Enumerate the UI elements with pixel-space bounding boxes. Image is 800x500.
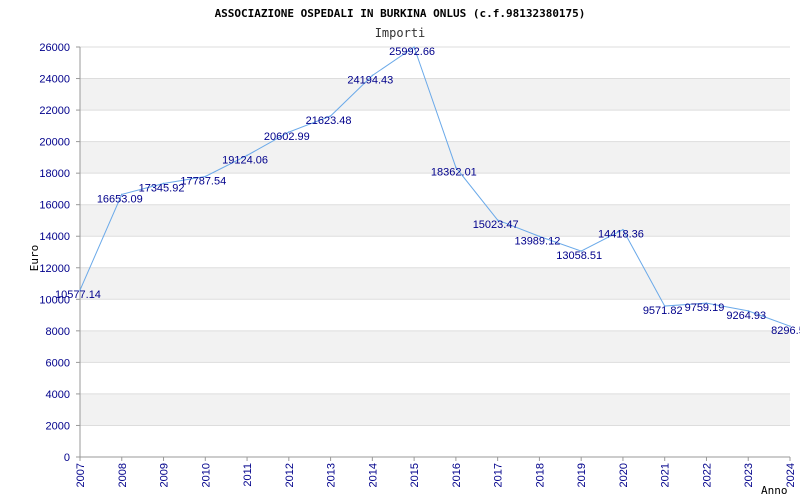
data-point: [789, 325, 791, 327]
y-tick-label: 0: [64, 452, 70, 464]
y-tick-label: 2000: [46, 420, 70, 432]
chart-subtitle: Importi: [375, 26, 426, 40]
data-point: [329, 115, 332, 117]
x-tick-label: 2019: [576, 463, 588, 487]
x-tick-label: 2009: [159, 463, 171, 487]
y-axis-label: Euro: [28, 245, 41, 272]
series-group: [79, 46, 791, 327]
data-point: [455, 166, 457, 169]
x-tick-label: 2008: [117, 463, 129, 487]
grid-band: [80, 204, 790, 237]
data-label: 21623.48: [306, 115, 352, 127]
data-point: [371, 74, 374, 77]
data-label: 16653.09: [97, 193, 143, 205]
data-point: [413, 46, 415, 48]
x-tick-label: 2020: [618, 463, 630, 487]
data-label: 13989.12: [514, 235, 560, 247]
data-point: [538, 235, 541, 238]
x-tick-label: 2016: [451, 463, 463, 487]
y-axis-ticks: 0 2000 4000 6000 8000 10000 12000 14000 16000 180…: [39, 42, 80, 464]
series-line: [79, 46, 791, 327]
data-label: 15023.47: [473, 219, 519, 231]
x-tick-label: 2013: [326, 463, 338, 487]
data-label: 13058.51: [556, 250, 602, 262]
grid-band: [80, 267, 790, 300]
y-tick-label: 8000: [46, 326, 70, 338]
data-label: 20602.99: [264, 131, 310, 143]
grid-bands: [80, 78, 790, 426]
y-tick-label: 26000: [39, 42, 70, 54]
y-tick-label: 6000: [46, 357, 70, 369]
x-tick-label: 2024: [785, 463, 797, 487]
x-tick-label: 2007: [75, 463, 87, 487]
data-label: 14418.36: [598, 229, 644, 241]
grid-band: [80, 141, 790, 174]
y-tick-label: 24000: [39, 74, 70, 86]
data-point: [622, 228, 624, 231]
x-tick-label: 2023: [743, 463, 755, 487]
data-point: [162, 182, 165, 185]
data-point: [496, 219, 499, 221]
data-label: 9264.93: [726, 310, 766, 322]
data-label: 9571.82: [643, 305, 683, 317]
data-point: [79, 289, 81, 292]
x-tick-label: 2010: [200, 463, 212, 487]
y-tick-label: 14000: [39, 231, 70, 243]
y-tick-label: 10000: [39, 294, 70, 306]
x-tick-label: 2014: [367, 463, 379, 487]
x-tick-label: 2021: [660, 463, 672, 487]
y-tick-label: 16000: [39, 200, 70, 212]
data-label: 8296.5: [771, 325, 800, 337]
x-axis-label: Anno: [761, 484, 788, 497]
x-tick-label: 2022: [701, 463, 713, 487]
data-label: 9759.19: [685, 302, 725, 314]
y-tick-label: 22000: [39, 105, 70, 117]
y-tick-label: 18000: [39, 168, 70, 180]
data-point: [580, 250, 582, 252]
grid-band: [80, 78, 790, 111]
grid-band: [80, 393, 790, 426]
data-label: 17345.92: [139, 182, 185, 194]
data-label: 25992.66: [389, 46, 435, 58]
grid-lines: [80, 46, 790, 458]
y-tick-label: 12000: [39, 263, 70, 275]
data-label: 18362.01: [431, 166, 477, 178]
x-tick-label: 2017: [493, 463, 505, 487]
data-point: [663, 305, 666, 307]
x-tick-label: 2015: [409, 463, 421, 487]
chart-title: ASSOCIAZIONE OSPEDALI IN BURKINA ONLUS (…: [215, 7, 586, 20]
data-label: 17787.54: [180, 176, 226, 188]
x-tick-label: 2018: [534, 463, 546, 487]
y-tick-label: 20000: [39, 137, 70, 149]
data-point: [246, 154, 248, 157]
data-point: [204, 175, 207, 178]
data-point: [747, 310, 750, 312]
data-label: 24194.43: [347, 74, 393, 86]
data-point: [288, 131, 290, 133]
data-label: 19124.06: [222, 154, 268, 166]
x-tick-label: 2011: [242, 463, 254, 487]
x-axis-ticks: 2007 2008 2009 2010 2011 2012 2013 2014 2015 2016…: [75, 457, 797, 487]
grid-band: [80, 330, 790, 363]
y-tick-label: 4000: [46, 389, 70, 401]
x-tick-label: 2012: [284, 463, 296, 487]
data-label: 10577.14: [55, 289, 101, 301]
data-point: [705, 302, 708, 304]
data-point: [120, 193, 123, 196]
